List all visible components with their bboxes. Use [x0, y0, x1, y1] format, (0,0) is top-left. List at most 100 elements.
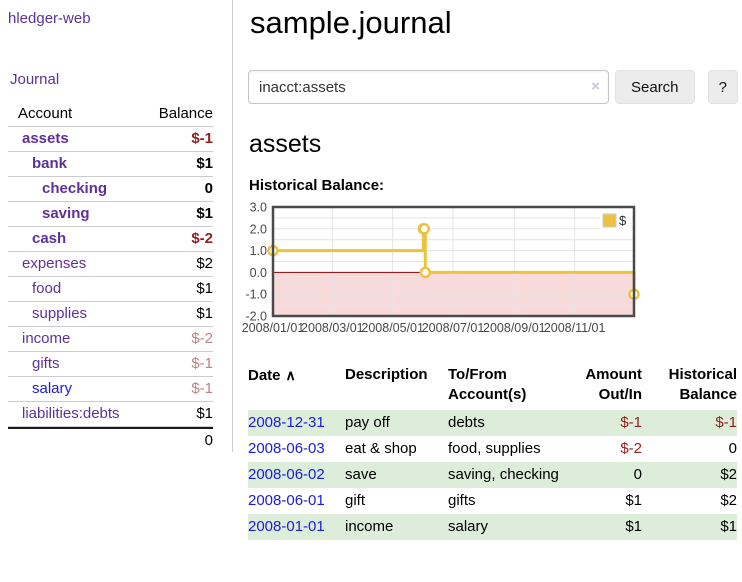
transaction-amount: $1: [625, 518, 642, 535]
sidebar: hledger-web Journal Account Balance asse…: [0, 0, 233, 452]
transaction-description: eat & shop: [345, 440, 417, 457]
register-row: 2008-06-03 eat & shop food, supplies $-2 0: [248, 436, 737, 462]
transaction-balance: 0: [728, 440, 737, 457]
chart-title: Historical Balance:: [249, 177, 385, 194]
transaction-accounts: food, supplies: [448, 440, 541, 457]
clear-search-icon[interactable]: ×: [591, 78, 600, 95]
balance-column-header: Historical Balance: [668, 366, 737, 403]
account-row: supplies $1: [8, 302, 213, 327]
account-column-header: To/From Account(s): [448, 366, 527, 403]
account-row: saving $1: [8, 202, 213, 227]
transaction-balance: $1: [720, 518, 737, 535]
nav-journal-link[interactable]: Journal: [10, 71, 60, 88]
search-button[interactable]: Search: [615, 70, 695, 104]
account-row: salary $-1: [8, 377, 213, 402]
transaction-date-link[interactable]: 2008-06-02: [248, 466, 325, 483]
account-row: assets $-1: [8, 127, 213, 152]
sidebar-account-checking[interactable]: checking: [42, 180, 108, 197]
register-table: Date ∧ Description To/From Account(s) Amo…: [248, 364, 737, 540]
transaction-balance: $-1: [715, 414, 737, 431]
transaction-accounts: gifts: [448, 492, 476, 509]
account-row: cash $-2: [8, 227, 213, 252]
page-title: sample.journal: [250, 5, 452, 40]
account-row: gifts $-1: [8, 352, 213, 377]
register-row: 2008-06-01 gift gifts $1 $2: [248, 488, 737, 514]
transaction-description: income: [345, 518, 394, 535]
sidebar-account-expenses[interactable]: expenses: [22, 255, 87, 272]
account-balance: $1: [196, 305, 213, 322]
transaction-date-link[interactable]: 2008-12-31: [248, 414, 325, 431]
amount-column-header: Amount Out/In: [585, 366, 642, 403]
svg-text:2008/07/01: 2008/07/01: [422, 321, 485, 335]
balance-column-label: Balance: [158, 105, 213, 122]
register-row: 2008-01-01 income salary $1 $1: [248, 514, 737, 540]
sort-ascending-icon: ∧: [285, 367, 296, 383]
transaction-amount: 0: [633, 466, 642, 483]
transaction-amount: $1: [625, 492, 642, 509]
account-balance: $-1: [191, 130, 213, 147]
svg-text:-2.0: -2.0: [245, 310, 267, 324]
svg-text:3.0: 3.0: [250, 201, 267, 215]
account-balance: $1: [196, 155, 213, 172]
account-row: income $-2: [8, 327, 213, 352]
sidebar-account-supplies[interactable]: supplies: [32, 305, 88, 322]
svg-text:$: $: [619, 213, 627, 228]
account-balance: $-2: [191, 230, 213, 247]
transaction-description: gift: [345, 492, 366, 509]
historical-balance-chart: $3.0 2.0 1.0 0.0 -1.0 -2.0 2008/01/01 2008/03/0…: [240, 201, 660, 343]
svg-text:2.0: 2.0: [250, 222, 267, 236]
transaction-description: pay off: [345, 414, 390, 431]
account-tree-header: Account Balance: [8, 102, 213, 127]
sidebar-account-income[interactable]: income: [22, 330, 71, 347]
account-row: food $1: [8, 277, 213, 302]
date-column-header[interactable]: Date ∧: [248, 367, 296, 384]
svg-text:2008/09/01: 2008/09/01: [483, 321, 546, 335]
transaction-amount: $-2: [620, 440, 642, 457]
transaction-balance: $2: [720, 466, 737, 483]
account-balance: $1: [196, 205, 213, 222]
sidebar-account-gifts[interactable]: gifts: [32, 355, 60, 372]
brand-link[interactable]: hledger-web: [8, 10, 91, 27]
transaction-date-link[interactable]: 2008-06-01: [248, 492, 325, 509]
sidebar-account-bank[interactable]: bank: [32, 155, 68, 172]
account-balance: $2: [196, 255, 213, 272]
svg-text:2008/01/01: 2008/01/01: [242, 321, 305, 335]
account-balance: $1: [196, 280, 213, 297]
svg-text:2008/11/01: 2008/11/01: [544, 321, 606, 335]
transaction-balance: $2: [720, 492, 737, 509]
account-row: checking 0: [8, 177, 213, 202]
description-column-header: Description: [345, 366, 428, 383]
transaction-date-link[interactable]: 2008-06-03: [248, 440, 325, 457]
sidebar-account-salary[interactable]: salary: [32, 380, 73, 397]
account-row: expenses $2: [8, 252, 213, 277]
sidebar-account-cash[interactable]: cash: [32, 230, 67, 247]
svg-text:0.0: 0.0: [250, 266, 267, 280]
account-rows: assets $-1 bank $1 checking 0 saving $1 cash $-2 e…: [8, 127, 213, 427]
account-balance: $-1: [191, 355, 213, 372]
help-button[interactable]: ?: [707, 70, 738, 104]
search-input[interactable]: [248, 70, 609, 104]
account-balance: $-2: [191, 330, 213, 347]
svg-text:1.0: 1.0: [250, 244, 267, 258]
sidebar-account-assets[interactable]: assets: [22, 130, 69, 147]
transaction-accounts: saving, checking: [448, 466, 559, 483]
sidebar-account-food[interactable]: food: [32, 280, 62, 297]
account-balance: $-1: [191, 380, 213, 397]
transaction-accounts: salary: [448, 518, 489, 535]
search-box: ×: [248, 70, 609, 104]
transaction-date-link[interactable]: 2008-01-01: [248, 518, 325, 535]
account-row: liabilities:debts $1: [8, 402, 213, 427]
transaction-description: save: [345, 466, 377, 483]
sidebar-account-liabilities-debts[interactable]: liabilities:debts: [22, 405, 120, 422]
account-balance: 0: [204, 180, 213, 197]
account-column-label: Account: [18, 105, 73, 122]
main-content: sample.journal × Search ? assets Histori…: [242, 0, 738, 540]
account-row: bank $1: [8, 152, 213, 177]
svg-text:2008/05/01: 2008/05/01: [361, 321, 424, 335]
transaction-accounts: debts: [448, 414, 485, 431]
account-tree: Account Balance assets $-1 bank $1 checking 0…: [8, 102, 213, 452]
sidebar-account-saving[interactable]: saving: [42, 205, 90, 222]
chart-canvas: $3.0 2.0 1.0 0.0 -1.0 -2.02008/01/012008/03/0…: [242, 201, 640, 335]
register-row: 2008-06-02 save saving, checking 0 $2: [248, 462, 737, 488]
search-form: × Search ?: [248, 70, 738, 104]
